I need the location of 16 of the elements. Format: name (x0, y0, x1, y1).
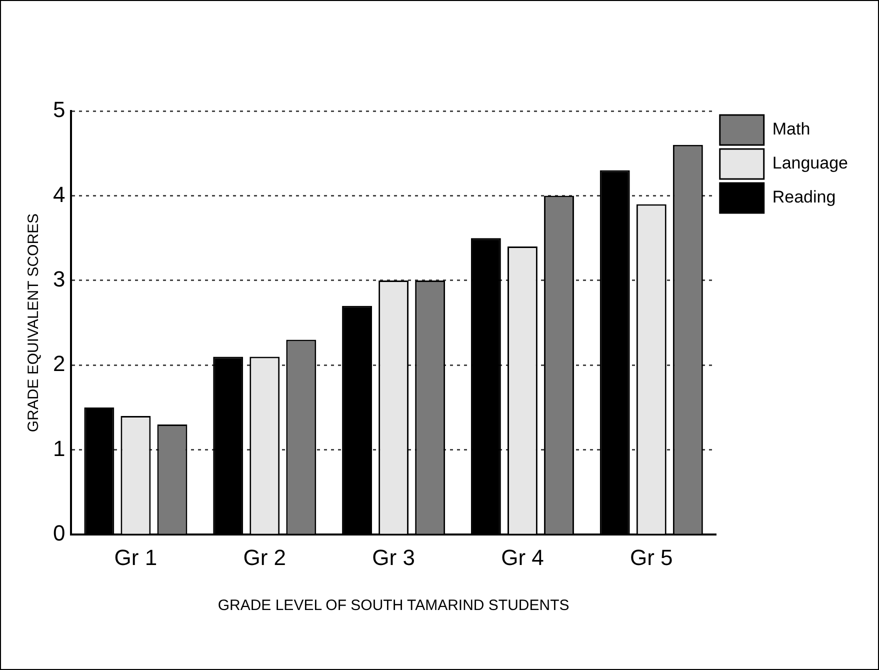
x-tick-label: Gr 2 (243, 544, 286, 570)
y-tick-label: 3 (52, 266, 66, 292)
y-tick-label: 5 (52, 97, 66, 122)
x-axis-title: GRADE LEVEL OF SOUTH TAMARIND STUDENTS (218, 597, 570, 614)
x-tick-label: Gr 3 (372, 544, 415, 570)
y-axis-title: GRADE EQUIVALENT SCORES (25, 213, 42, 432)
legend-label: Language (772, 154, 848, 173)
x-tick-label: Gr 4 (501, 544, 544, 570)
legend-label: Math (772, 120, 810, 139)
x-tick-label: Gr 1 (114, 544, 158, 570)
legend-label: Reading (772, 188, 836, 207)
x-tick-label: Gr 5 (630, 544, 673, 570)
y-tick-label: 2 (52, 351, 66, 376)
y-tick-label: 1 (52, 436, 66, 461)
y-tick-label: 0 (52, 520, 66, 546)
y-tick-label: 4 (52, 182, 66, 207)
